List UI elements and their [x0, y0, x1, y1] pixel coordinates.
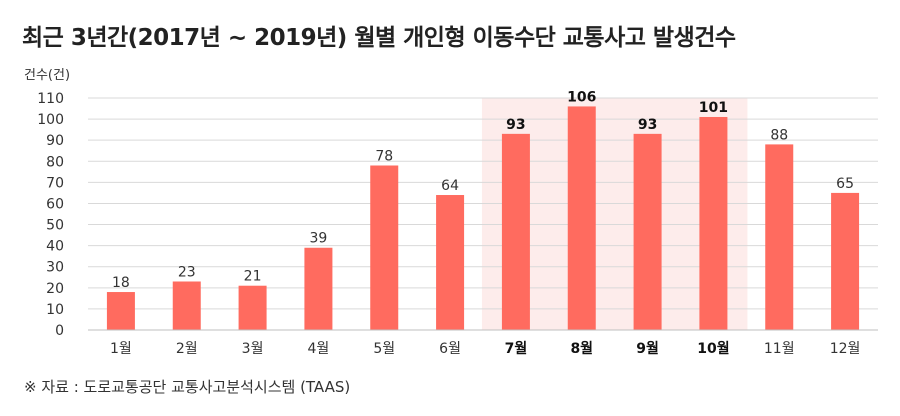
data-label: 23	[178, 264, 196, 280]
data-label: 93	[638, 117, 657, 133]
chart-title: 최근 3년간(2017년 ~ 2019년) 월별 개인형 이동수단 교통사고 발…	[22, 25, 736, 51]
y-tick-label: 100	[37, 112, 64, 128]
y-tick-label: 0	[55, 323, 64, 339]
y-tick-label: 90	[46, 133, 64, 149]
y-tick-label: 30	[46, 260, 64, 276]
x-tick-label: 3월	[242, 341, 264, 357]
y-tick-label: 40	[46, 239, 64, 255]
bar-6월	[436, 195, 465, 330]
data-label: 93	[506, 117, 525, 133]
x-tick-label: 6월	[439, 341, 461, 357]
bar-8월	[567, 106, 596, 330]
bar-11월	[765, 144, 794, 330]
y-tick-label: 10	[46, 302, 64, 318]
bar-4월	[304, 247, 333, 330]
bar-9월	[633, 133, 662, 330]
y-axis-label: 건수(건)	[24, 68, 71, 83]
bar-1월	[106, 292, 135, 330]
x-tick-label: 10월	[697, 340, 729, 357]
y-tick-label: 60	[46, 196, 64, 212]
x-tick-label: 12월	[830, 341, 861, 357]
x-tick-label: 8월	[570, 340, 593, 357]
bar-5월	[370, 165, 399, 330]
data-label: 18	[112, 275, 130, 291]
x-tick-label: 7월	[505, 340, 528, 357]
data-label: 39	[310, 231, 328, 247]
data-label: 106	[567, 89, 596, 105]
y-tick-label: 110	[37, 91, 64, 107]
bar-3월	[238, 285, 267, 330]
data-label: 101	[699, 100, 728, 116]
x-tick-label: 4월	[308, 341, 330, 357]
bar-7월	[501, 133, 530, 330]
data-label: 64	[441, 178, 459, 194]
x-tick-label: 11월	[764, 341, 795, 357]
y-tick-label: 80	[46, 154, 64, 170]
x-tick-label: 1월	[110, 341, 132, 357]
bar-10월	[699, 116, 728, 331]
x-tick-label: 5월	[373, 341, 395, 357]
x-tick-label: 9월	[636, 340, 659, 357]
y-tick-label: 50	[46, 218, 64, 234]
data-label: 65	[836, 176, 854, 192]
data-label: 78	[375, 148, 393, 164]
bar-2월	[172, 281, 201, 330]
y-tick-label: 70	[46, 175, 64, 191]
data-label: 21	[244, 269, 262, 285]
y-tick-label: 20	[46, 281, 64, 297]
x-tick-label: 2월	[176, 341, 198, 357]
source-note: ※ 자료 : 도로교통공단 교통사고분석시스템 (TAAS)	[24, 378, 351, 396]
data-label: 88	[770, 127, 788, 143]
bar-12월	[831, 192, 860, 330]
